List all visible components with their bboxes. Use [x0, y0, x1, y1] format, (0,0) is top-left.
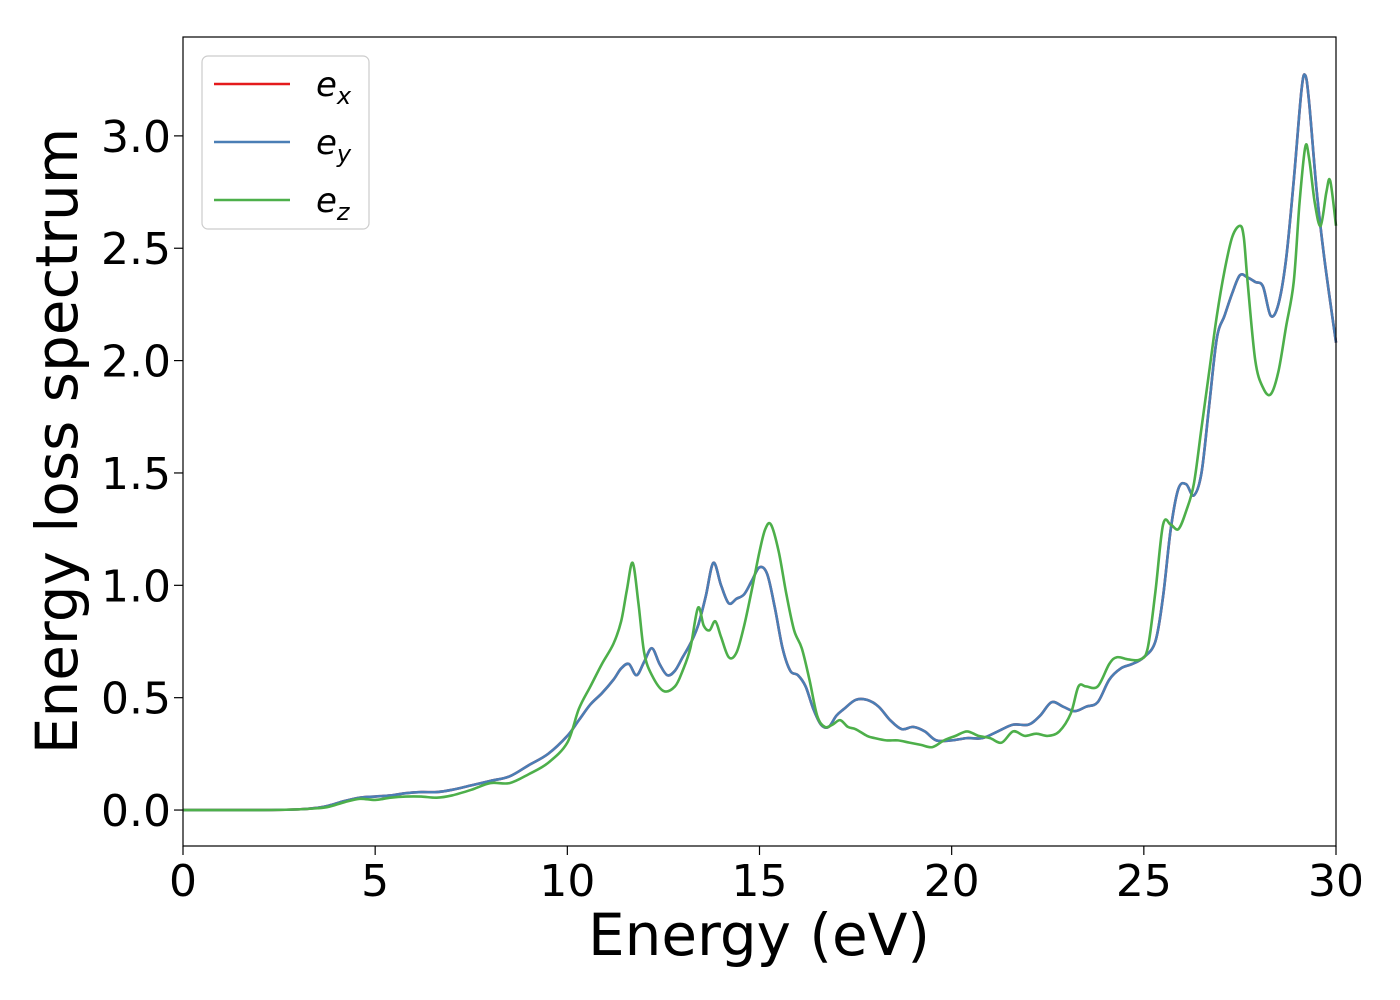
x-axis-label: Energy (eV)	[588, 901, 930, 969]
legend-label-e-z: ez	[316, 181, 351, 226]
y-tick-label: 2.5	[101, 224, 171, 275]
y-tick-label: 2.0	[101, 337, 171, 388]
y-tick-label: 1.0	[101, 561, 171, 612]
y-tick-label: 0.5	[101, 674, 171, 725]
x-tick-label: 5	[361, 856, 389, 907]
legend-label-e-x: ex	[316, 65, 352, 110]
legend-label-base: e	[316, 65, 337, 105]
x-tick-label: 25	[1116, 856, 1172, 907]
x-tick-label: 15	[732, 856, 788, 907]
legend-label-subscript: x	[336, 82, 352, 110]
x-tick-label: 30	[1308, 856, 1364, 907]
y-tick-label: 1.5	[101, 449, 171, 500]
series-layer	[182, 73, 1338, 812]
x-axis-ticks: 0 5 10 15 20 25 30	[169, 846, 1364, 907]
x-tick-label: 20	[924, 856, 980, 907]
legend-label-subscript: z	[336, 198, 351, 226]
series-line-e-z	[182, 143, 1338, 812]
x-tick-label: 0	[169, 856, 197, 907]
y-axis-label: Energy loss spectrum	[23, 128, 91, 754]
legend-label-e-y: ey	[316, 123, 352, 168]
series-line-e-y	[182, 73, 1338, 812]
y-axis-ticks: 0.0 0.5 1.0 1.5 2.0 2.5 3.0	[101, 112, 183, 837]
y-tick-label: 3.0	[101, 112, 171, 163]
legend-label-subscript: y	[336, 140, 352, 168]
x-tick-label: 10	[539, 856, 595, 907]
y-tick-label: 0.0	[101, 786, 171, 837]
legend-label-base: e	[316, 123, 337, 163]
legend-label-base: e	[316, 181, 337, 221]
